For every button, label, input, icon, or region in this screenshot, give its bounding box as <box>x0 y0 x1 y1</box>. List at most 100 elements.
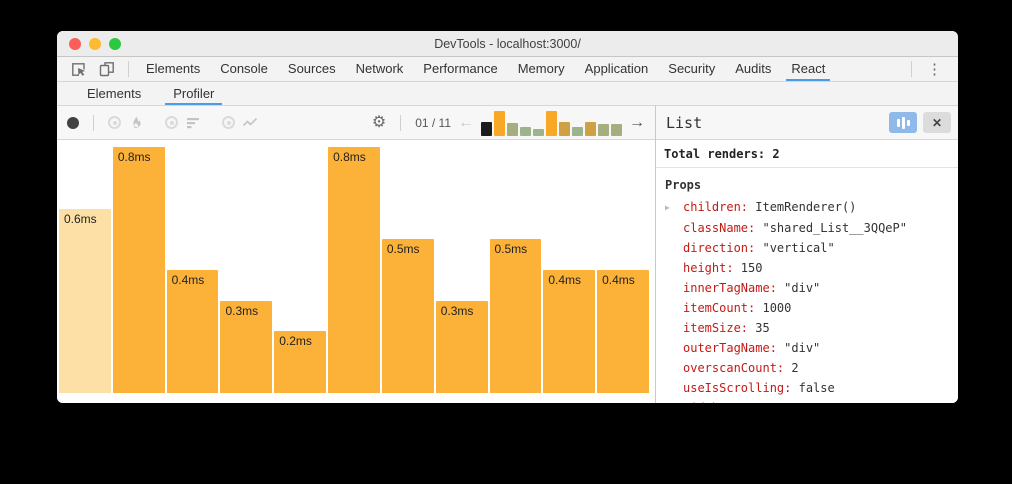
bar-chart-icon <box>896 118 900 127</box>
prop-value: 35 <box>748 321 770 335</box>
commit-bar-3[interactable]: 0.4ms <box>166 270 219 393</box>
react-panel-tab-bar: Elements Profiler <box>57 82 958 106</box>
snapshot-mini-bar-10[interactable] <box>598 123 609 136</box>
commit-bar-6[interactable]: 0.8ms <box>328 147 380 393</box>
prop-value: 1000 <box>755 301 792 315</box>
commit-bar-8[interactable]: 0.3ms <box>435 301 488 393</box>
commit-bar-1[interactable]: 0.6ms <box>59 209 111 393</box>
commit-bar-2[interactable]: 0.8ms <box>112 147 165 393</box>
next-snapshot-arrow[interactable]: → <box>629 113 645 131</box>
prop-row-innerTagName: innerTagName: "div" <box>665 278 958 298</box>
component-details-pane: List ✕ Total renders: 2 Props ▶ children: <box>655 106 958 403</box>
close-panel-button[interactable]: ✕ <box>923 112 951 133</box>
bar-duration-label: 0.4ms <box>602 273 635 287</box>
prop-row-useIsScrolling: useIsScrolling: false <box>665 378 958 398</box>
profiler-chart-pane: ⚙ 01 / 11 ← → 0.6ms 0.8ms 0.4ms 0.3ms 0.2ms 0… <box>57 106 655 403</box>
tab-security[interactable]: Security <box>668 61 716 76</box>
window-titlebar: DevTools - localhost:3000/ <box>57 31 958 57</box>
props-section: Props ▶ children: ItemRenderer() className… <box>656 168 958 403</box>
devtools-tabs: Elements Console Sources Network Performance… <box>136 57 835 81</box>
commit-bar-7[interactable]: 0.5ms <box>381 239 434 393</box>
close-window-button[interactable] <box>69 38 81 50</box>
more-options-icon[interactable]: ⋮ <box>927 61 942 78</box>
profiler-toolbar: ⚙ 01 / 11 ← → <box>57 106 655 140</box>
tab-application[interactable]: Application <box>584 61 649 76</box>
snapshot-mini-bar-7[interactable] <box>559 121 570 136</box>
bar-duration-label: 0.3ms <box>225 304 259 318</box>
snapshot-mini-bar-6[interactable] <box>546 110 557 136</box>
prop-row-itemSize: itemSize: 35 <box>665 318 958 338</box>
prop-name: height: <box>683 261 734 275</box>
snapshot-mini-bar-2[interactable] <box>494 110 505 136</box>
ranked-view-radio[interactable] <box>165 116 178 129</box>
interactions-view-radio[interactable] <box>222 116 235 129</box>
view-chart-button[interactable] <box>889 112 917 133</box>
prop-row-overscanCount: overscanCount: 2 <box>665 358 958 378</box>
close-icon: ✕ <box>931 115 943 130</box>
bar-duration-label: 0.8ms <box>333 150 366 164</box>
expand-caret-icon[interactable]: ▶ <box>665 203 670 212</box>
devtools-tab-bar: Elements Console Sources Network Performance… <box>57 57 958 82</box>
tab-sources[interactable]: Sources <box>287 61 336 76</box>
snapshot-mini-bar-11[interactable] <box>611 123 622 136</box>
commit-bar-5[interactable]: 0.2ms <box>274 331 327 393</box>
props-list: ▶ children: ItemRenderer() className: "sha… <box>665 197 958 403</box>
profiler-settings-gear-icon[interactable]: ⚙ <box>371 113 387 131</box>
prop-name: children: <box>683 200 749 214</box>
prop-value: 150 <box>733 261 763 275</box>
toolbar-divider <box>911 61 912 77</box>
tab-performance[interactable]: Performance <box>423 61 498 76</box>
commit-bar-10[interactable]: 0.4ms <box>543 270 596 393</box>
prop-row-width: width: 300 <box>665 398 958 403</box>
commit-bar-9[interactable]: 0.5ms <box>489 239 542 393</box>
snapshot-mini-bar-3[interactable] <box>507 122 518 136</box>
bar-duration-label: 0.4ms <box>171 273 205 287</box>
prop-name: useIsScrolling: <box>683 381 792 395</box>
zoom-window-button[interactable] <box>109 38 121 50</box>
prop-row-className: className: "shared_List__3QQeP" <box>665 218 958 238</box>
bar-chart-icon <box>901 116 905 129</box>
prop-name: direction: <box>683 241 756 255</box>
prop-value: "div" <box>776 341 821 355</box>
record-profile-button[interactable] <box>67 116 79 129</box>
toolbar-divider <box>400 114 402 131</box>
commit-bar-11[interactable]: 0.4ms <box>597 270 649 393</box>
snapshot-mini-bar-8[interactable] <box>572 126 583 136</box>
tab-elements[interactable]: Elements <box>146 61 201 76</box>
device-toolbar-icon[interactable] <box>99 61 115 77</box>
snapshot-mini-bar-1[interactable] <box>481 121 492 136</box>
total-renders-label: Total renders: <box>664 147 766 161</box>
snapshot-minichart <box>481 110 622 136</box>
minimize-window-button[interactable] <box>89 38 101 50</box>
inspect-element-icon[interactable] <box>71 61 87 77</box>
window-title: DevTools - localhost:3000/ <box>434 36 581 51</box>
component-panel-header: List ✕ <box>656 106 958 140</box>
flamegraph-icon <box>133 116 141 128</box>
toolbar-divider <box>128 61 129 77</box>
prop-row-outerTagName: outerTagName: "div" <box>665 338 958 358</box>
snapshot-mini-bar-4[interactable] <box>520 126 531 136</box>
flamegraph-view-radio[interactable] <box>108 116 121 129</box>
react-subtab-profiler[interactable]: Profiler <box>157 82 230 105</box>
tab-memory[interactable]: Memory <box>517 61 565 76</box>
bar-duration-label: 0.8ms <box>117 150 151 164</box>
bar-duration-label: 0.2ms <box>279 334 312 348</box>
previous-snapshot-arrow[interactable]: ← <box>458 113 474 131</box>
commit-bar-4[interactable]: 0.3ms <box>220 301 273 393</box>
tab-console[interactable]: Console <box>220 61 268 76</box>
component-name: List <box>666 113 703 132</box>
tab-audits[interactable]: Audits <box>735 61 772 76</box>
prop-row-children[interactable]: ▶ children: ItemRenderer() <box>665 197 958 218</box>
bar-duration-label: 0.3ms <box>440 304 474 318</box>
tab-network[interactable]: Network <box>355 61 404 76</box>
snapshot-mini-bar-9[interactable] <box>585 121 596 136</box>
prop-row-itemCount: itemCount: 1000 <box>665 298 958 318</box>
prop-row-direction: direction: "vertical" <box>665 238 958 258</box>
bar-chart-icon <box>906 119 910 126</box>
prop-value: "div" <box>776 281 821 295</box>
tab-react[interactable]: React <box>781 57 835 81</box>
total-renders-value: 2 <box>772 147 780 161</box>
snapshot-mini-bar-5[interactable] <box>533 128 544 136</box>
react-subtab-elements[interactable]: Elements <box>87 86 142 101</box>
prop-value: 2 <box>784 361 799 375</box>
